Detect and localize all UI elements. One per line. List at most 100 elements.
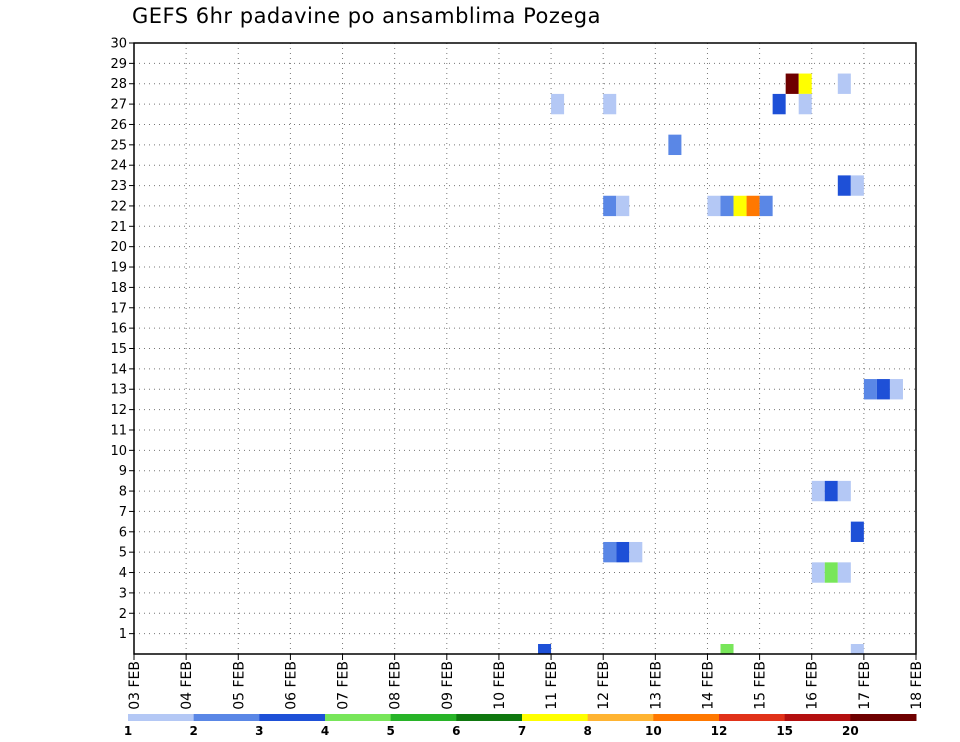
heatmap-cell [837,480,851,502]
y-tick-label: 18 [110,281,127,296]
y-tick-label: 24 [110,159,127,174]
legend-label: 20 [842,724,859,738]
y-tick-label: 21 [110,220,127,235]
x-tick-label: 10 FEB [492,661,508,710]
x-tick-label: 18 FEB [909,661,925,710]
y-tick-label: 26 [110,118,127,133]
axes: 1234567891011121314151617181920212223242… [110,37,925,710]
y-tick-label: 27 [110,98,127,113]
y-tick-label: 22 [110,199,127,214]
y-tick-label: 1 [119,627,127,642]
heatmap-cell [798,93,812,115]
x-tick-label: 08 FEB [388,661,404,710]
heatmap-cell [850,175,864,196]
y-tick-label: 12 [110,403,127,418]
legend-label: 15 [776,724,793,738]
heatmap-cell [668,134,682,156]
y-tick-label: 23 [110,179,127,194]
x-tick-label: 04 FEB [179,661,195,710]
data-cells [538,73,903,654]
y-tick-label: 13 [110,383,127,398]
x-tick-label: 05 FEB [231,661,247,710]
heatmap-cell [746,195,760,217]
heatmap-cell [759,195,773,217]
y-tick-label: 16 [110,322,127,337]
y-tick-label: 20 [110,240,127,255]
heatmap-cell [551,93,565,115]
legend-label: 4 [321,724,329,738]
legend-label: 1 [124,724,132,738]
legend-label: 12 [711,724,728,738]
legend-label: 8 [583,724,591,738]
x-tick-label: 14 FEB [700,661,716,710]
legend-swatch [784,714,851,721]
legend-label: 2 [189,724,197,738]
heatmap-cell [863,379,877,400]
heatmap-cell [785,73,799,94]
heatmap-cell [876,379,890,400]
chart-title: GEFS 6hr padavine po ansamblima Pozega [132,4,602,28]
heatmap-cell [603,195,617,217]
x-tick-label: 07 FEB [336,661,352,710]
grid-lines [134,43,916,654]
heatmap-cell [772,93,786,115]
heatmap-cell [616,541,630,563]
legend-swatch [719,714,786,721]
legend-label: 7 [518,724,526,738]
legend-swatch [653,714,720,721]
heatmap-cell [850,521,864,542]
heatmap-cell [837,562,851,583]
x-tick-label: 11 FEB [544,661,560,710]
heatmap-cell [720,195,734,217]
heatmap-cell [603,541,617,563]
y-tick-label: 25 [110,138,127,153]
heatmap-cell [603,93,617,115]
x-tick-label: 12 FEB [596,661,612,710]
heatmap-cell [837,175,851,196]
legend-swatch [128,714,195,721]
y-tick-label: 2 [119,607,127,622]
x-tick-label: 15 FEB [753,661,769,710]
y-tick-label: 9 [119,464,127,479]
heatmap-cell [798,73,812,94]
heatmap-cell [811,562,825,583]
legend-swatch [456,714,523,721]
x-tick-label: 16 FEB [805,661,821,710]
heatmap-cell [720,644,734,654]
heatmap-cell [538,644,552,654]
legend-label: 10 [645,724,662,738]
x-tick-label: 03 FEB [127,661,143,710]
legend-label: 5 [386,724,394,738]
y-tick-label: 17 [110,301,127,316]
legend-swatch [193,714,260,721]
y-tick-label: 28 [110,77,127,92]
x-tick-label: 09 FEB [440,661,456,710]
legend-label: 3 [255,724,263,738]
heatmap-cell [616,195,630,217]
y-tick-label: 30 [110,37,127,52]
heatmap-cell [889,379,903,400]
y-tick-label: 19 [110,261,127,276]
legend-swatch [850,714,917,721]
legend-label: 6 [452,724,460,738]
y-tick-label: 7 [119,505,127,520]
heatmap-cell [707,195,721,217]
color-legend: 1 2 3 4 5 6 7 8 10 12 15 20 [124,714,917,738]
legend-swatch [259,714,326,721]
y-tick-label: 4 [119,566,127,581]
y-tick-label: 8 [119,485,127,500]
legend-swatch [390,714,457,721]
x-tick-label: 17 FEB [857,661,873,710]
y-tick-label: 10 [110,444,127,459]
y-tick-label: 15 [110,342,127,357]
x-tick-label: 13 FEB [648,661,664,710]
heatmap-cell [824,562,838,583]
heatmap-cell [733,195,747,217]
y-tick-label: 6 [119,525,127,540]
y-tick-label: 11 [110,423,127,438]
y-tick-label: 14 [110,362,127,377]
heatmap-cell [850,644,864,654]
heatmap-cell [837,73,851,94]
